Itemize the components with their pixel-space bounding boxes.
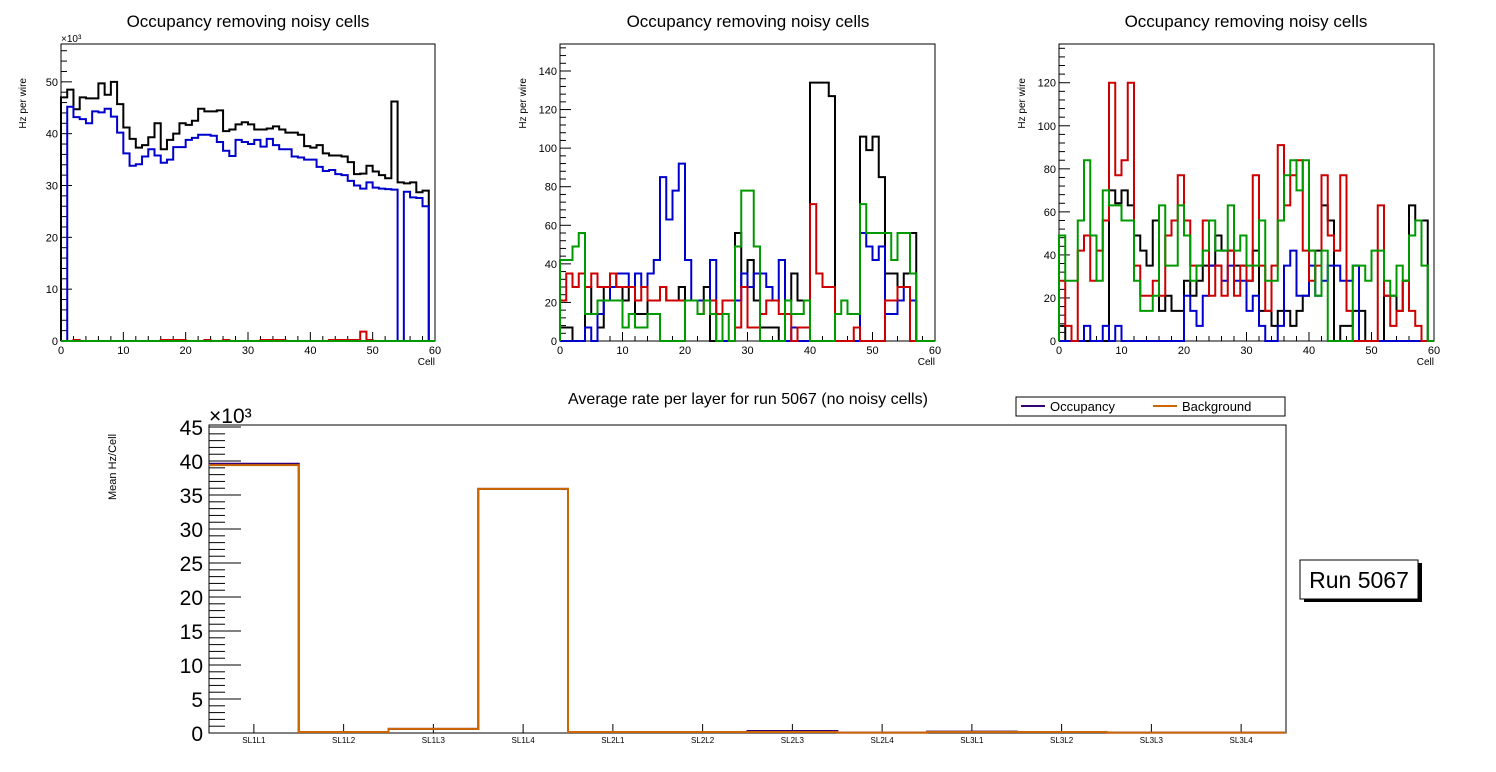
x-category-label: SL2L3: [781, 736, 805, 745]
x-axis-title: Cell: [1417, 357, 1434, 368]
series-layer-blue: [61, 105, 435, 342]
y-tick-label: 5: [191, 689, 203, 712]
y-tick-label: 30: [46, 181, 58, 193]
x-tick-label: 30: [1240, 345, 1252, 357]
x-category-label: SL1L2: [332, 736, 356, 745]
x-tick-label: 0: [1056, 345, 1062, 357]
y-tick-label: 100: [539, 143, 557, 155]
y-tick-label: 0: [191, 723, 203, 746]
x-tick-label: 60: [429, 345, 441, 357]
x-category-label: SL2L2: [691, 736, 715, 745]
y-tick-label: 80: [545, 182, 557, 194]
legend-label-background: Background: [1182, 399, 1251, 414]
y-tick-label: 20: [46, 232, 58, 244]
series-layer-red: [1058, 81, 1434, 342]
run-label-box: Run 5067: [1299, 559, 1422, 602]
run-label-frame: [1299, 559, 1419, 600]
x-category-label: SL3L4: [1230, 736, 1254, 745]
x-tick-label: 30: [242, 345, 254, 357]
y-tick-label: 40: [545, 259, 557, 271]
x-tick-label: 20: [679, 345, 691, 357]
y-tick-label: 10: [46, 284, 58, 296]
y-tick-label: 100: [1038, 121, 1056, 133]
y-axis-title: Hz per wire: [518, 78, 529, 129]
x-axis-title: Cell: [918, 357, 935, 368]
y-axis-title: Mean Hz/Cell: [107, 434, 119, 500]
x-tick-label: 20: [180, 345, 192, 357]
series-layer-green: [559, 189, 935, 342]
x-tick-label: 10: [1115, 345, 1127, 357]
y-tick-label: 50: [46, 77, 58, 89]
legend-label-occupancy: Occupancy: [1050, 399, 1116, 414]
chart-occupancy-left: Occupancy removing noisy cells Hz per wi…: [18, 12, 441, 368]
chart-occupancy-right: Occupancy removing noisy cells Hz per wi…: [1017, 12, 1440, 368]
plot-frame: [208, 424, 1287, 734]
series-layer-green: [1058, 159, 1434, 342]
legend: Occupancy Background: [1015, 396, 1286, 417]
y-axis-title: Hz per wire: [18, 78, 29, 129]
x-category-label: SL1L3: [422, 736, 446, 745]
x-tick-label: 60: [1428, 345, 1440, 357]
y-tick-label: 0: [52, 336, 58, 348]
x-tick-label: 0: [58, 345, 64, 357]
legend-box: [1015, 396, 1286, 417]
x-category-label: SL2L1: [601, 736, 625, 745]
x-tick-label: 50: [866, 345, 878, 357]
y-tick-label: 120: [1038, 78, 1056, 90]
chart-occupancy-middle: Occupancy removing noisy cells Hz per wi…: [518, 12, 941, 368]
x-category-label: SL3L2: [1050, 736, 1074, 745]
chart-title: Occupancy removing noisy cells: [1125, 12, 1368, 31]
series-layer-red: [559, 203, 935, 342]
chart-title: Average rate per layer for run 5067 (no …: [568, 391, 928, 408]
x-tick-label: 10: [616, 345, 628, 357]
y-tick-label: 30: [180, 519, 203, 542]
chart-title: Occupancy removing noisy cells: [127, 12, 370, 31]
y-axis-title: Hz per wire: [1017, 78, 1028, 129]
y-tick-label: 40: [180, 451, 203, 474]
x-category-label: SL1L4: [512, 736, 536, 745]
x-tick-label: 10: [117, 345, 129, 357]
y-tick-label: 35: [180, 485, 203, 508]
y-tick-label: 80: [1044, 164, 1056, 176]
x-axis-title: Cell: [418, 357, 435, 368]
y-tick-label: 15: [180, 621, 203, 644]
y-tick-label: 60: [1044, 207, 1056, 219]
series-layer-black: [60, 80, 435, 342]
y-tick-label: 40: [46, 129, 58, 141]
y-tick-label: 25: [180, 553, 203, 576]
y-tick-label: 20: [1044, 293, 1056, 305]
y-tick-label: 0: [1050, 336, 1056, 348]
y-tick-label: 10: [180, 655, 203, 678]
x-tick-label: 40: [804, 345, 816, 357]
x-tick-label: 20: [1178, 345, 1190, 357]
x-category-label: SL3L3: [1140, 736, 1164, 745]
x-tick-label: 0: [557, 345, 563, 357]
y-tick-label: 40: [1044, 250, 1056, 262]
y-tick-label: 60: [545, 220, 557, 232]
series-background: [209, 464, 1286, 734]
x-tick-label: 30: [741, 345, 753, 357]
chart-title: Occupancy removing noisy cells: [627, 12, 870, 31]
y-tick-label: 20: [545, 297, 557, 309]
y-tick-label: 120: [539, 105, 557, 117]
x-category-label: SL3L1: [960, 736, 984, 745]
y-tick-label: 0: [551, 336, 557, 348]
y-tick-label: 140: [539, 66, 557, 78]
y-tick-label: 45: [180, 417, 203, 440]
x-tick-label: 60: [929, 345, 941, 357]
chart-average-rate: Average rate per layer for run 5067 (no …: [107, 391, 1422, 746]
y-tick-label: 20: [180, 587, 203, 610]
series-occupancy: [209, 462, 1286, 734]
x-tick-label: 50: [367, 345, 379, 357]
y-exponent-label: ×10³: [209, 405, 252, 428]
y-exponent-label: ×10³: [61, 34, 82, 45]
x-category-label: SL2L4: [871, 736, 895, 745]
run-label: Run 5067: [1309, 567, 1409, 593]
x-tick-label: 50: [1365, 345, 1377, 357]
x-tick-label: 40: [1303, 345, 1315, 357]
x-tick-label: 40: [304, 345, 316, 357]
x-category-label: SL1L1: [242, 736, 266, 745]
